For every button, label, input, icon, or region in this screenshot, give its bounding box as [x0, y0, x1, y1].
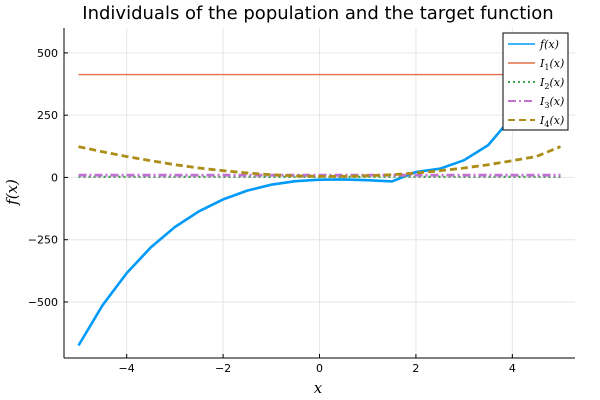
x-axis-label: x [314, 379, 323, 397]
x-tick-label: 4 [509, 362, 516, 375]
y-tick-labels: −500 −250 0 250 500 [28, 47, 58, 309]
series-line-0 [77, 115, 514, 347]
legend: f(x) I1(x) I2(x) I3(x) I4(x) [502, 32, 569, 131]
legend-label-4: I4(x) [539, 114, 564, 129]
x-tick-label: 2 [412, 362, 419, 375]
series-line-4 [78, 145, 562, 178]
legend-label-1: I1(x) [539, 57, 564, 72]
y-axis-label: f(x) [3, 179, 21, 206]
x-tick-label: −4 [119, 362, 135, 375]
x-tick-label: 0 [316, 362, 323, 375]
x-tick-labels: −4 −2 0 2 4 [119, 362, 516, 375]
grid [64, 28, 575, 358]
y-tick-label: 0 [51, 171, 58, 184]
y-tick-label: 500 [37, 47, 58, 60]
legend-label-3: I3(x) [539, 95, 564, 110]
y-tick-label: −500 [28, 296, 58, 309]
legend-label-0: f(x) [539, 38, 559, 51]
legend-label-2: I2(x) [539, 76, 564, 91]
y-tick-label: 250 [37, 109, 58, 122]
plot-series [77, 73, 562, 347]
x-tick-label: −2 [215, 362, 231, 375]
chart-title: Individuals of the population and the ta… [82, 3, 553, 24]
axes [63, 28, 575, 359]
y-tick-label: −250 [28, 234, 58, 247]
